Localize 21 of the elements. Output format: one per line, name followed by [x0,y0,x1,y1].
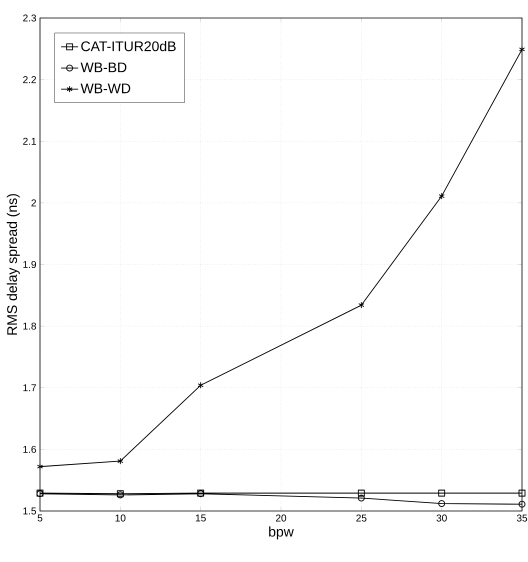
legend-label: WB-WD [80,84,130,94]
y-tick-label: 1.9 [23,260,36,268]
x-tick-label: 25 [356,514,366,522]
x-tick-label: 10 [116,514,126,522]
y-tick-label: 1.7 [23,384,36,392]
legend-label: CAT-ITUR20dB [81,40,176,52]
y-tick-label: 1.6 [23,446,36,453]
y-tick-label: 2.1 [23,138,36,145]
legend-label: WB-BD [80,62,126,72]
y-tick-label: 2 [31,199,36,206]
x-tick-label: 15 [196,514,206,522]
x-tick-label: 35 [516,514,528,522]
x-tick-label: 5 [38,514,42,522]
y-tick-label: 2.3 [23,14,36,22]
x-tick-label: 20 [276,514,286,522]
y-tick-label: 2.2 [23,76,36,84]
y-axis-title: RMS delay spread (ns) [6,194,20,335]
x-tick-label: 30 [436,514,447,522]
y-tick-label: 1.5 [23,508,36,514]
y-tick-label: 1.8 [23,322,36,330]
x-axis-title: bpw [269,526,294,540]
